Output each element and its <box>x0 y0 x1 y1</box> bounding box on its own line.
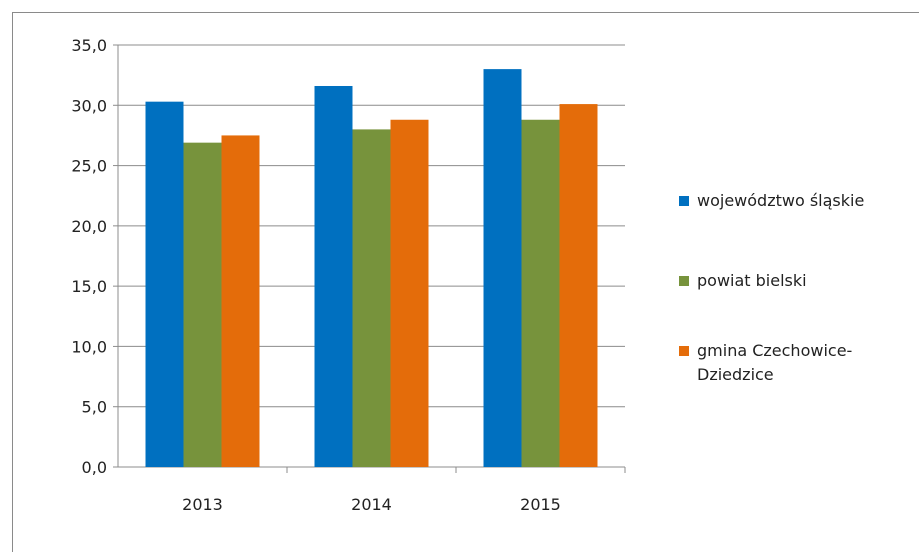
y-tick-label: 30,0 <box>71 96 107 115</box>
bar <box>483 69 522 467</box>
legend-label-gmina: gmina Czechowice-Dziedzice <box>697 341 853 384</box>
legend-swatch-blue <box>679 196 689 206</box>
legend-label-wojewodztwo: województwo śląskie <box>697 191 865 210</box>
legend-swatch-green <box>679 276 689 286</box>
bar-chart: 35,0 30,0 25,0 20,0 15,0 10,0 5,0 0,0 2013 2014 20… <box>71 36 626 514</box>
y-tick-label: 35,0 <box>71 36 107 55</box>
y-tick-label: 5,0 <box>82 398 107 417</box>
bar <box>559 104 598 467</box>
y-tick-label: 10,0 <box>71 337 107 356</box>
y-tick-label: 0,0 <box>82 458 107 477</box>
legend-item-powiat: powiat bielski <box>679 269 917 293</box>
x-tick-label: 2015 <box>520 495 561 514</box>
bar <box>521 119 560 468</box>
bar <box>183 142 222 468</box>
x-tick-label: 2014 <box>351 495 392 514</box>
bar <box>221 135 260 467</box>
legend-item-gmina: gmina Czechowice-Dziedzice <box>679 339 917 387</box>
y-tick-label: 15,0 <box>71 277 107 296</box>
legend-label-powiat: powiat bielski <box>697 271 807 290</box>
y-tick-label: 20,0 <box>71 217 107 236</box>
bar <box>314 85 353 467</box>
bar <box>352 129 391 467</box>
y-tick-label: 25,0 <box>71 157 107 176</box>
legend-item-wojewodztwo: województwo śląskie <box>679 189 917 213</box>
chart-frame: 35,0 30,0 25,0 20,0 15,0 10,0 5,0 0,0 2013 2014 20… <box>12 12 919 552</box>
bar <box>390 119 429 468</box>
legend-swatch-orange <box>679 346 689 356</box>
x-tick-label: 2013 <box>182 495 223 514</box>
bar <box>145 101 184 467</box>
